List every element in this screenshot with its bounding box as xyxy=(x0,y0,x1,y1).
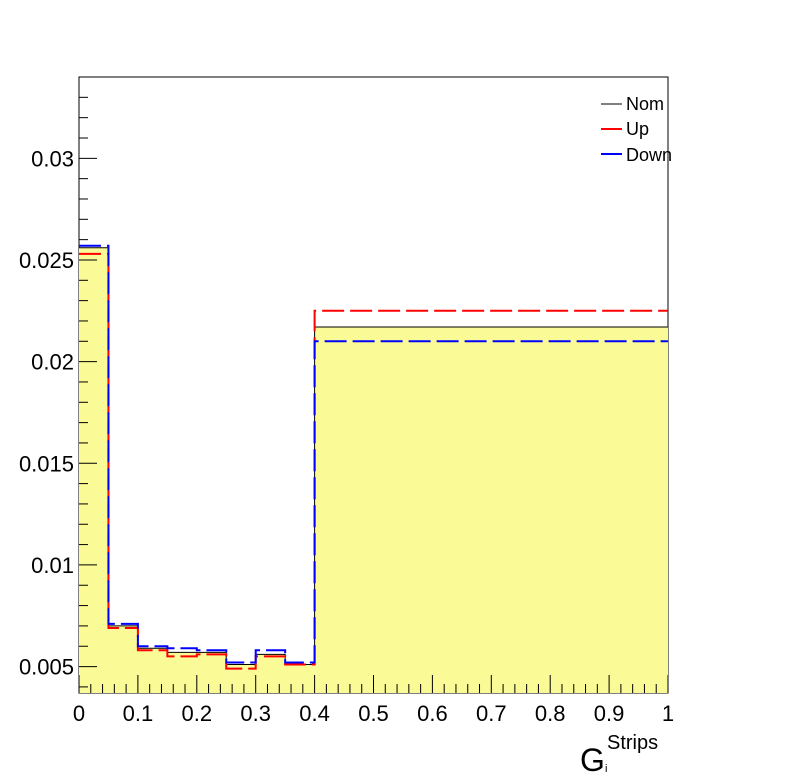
y-tick-label: 0.015 xyxy=(19,451,74,476)
x-tick-label: 0.8 xyxy=(535,701,566,726)
y-tick-label: 0.03 xyxy=(31,146,74,171)
x-tick-label: 0.7 xyxy=(476,701,507,726)
x-tick-label: 0.5 xyxy=(358,701,389,726)
x-axis-title-subscript: i xyxy=(605,763,607,772)
legend: Nom Up Down xyxy=(601,94,672,165)
nom-fill-bin xyxy=(255,654,286,693)
nom-fill-bin xyxy=(314,327,668,693)
legend-label-down: Down xyxy=(626,145,672,165)
nom-fill-bin xyxy=(137,648,168,693)
nom-fill-bin xyxy=(167,652,197,693)
legend-label-nom: Nom xyxy=(626,94,664,114)
x-axis-title-superscript: Strips xyxy=(607,732,658,754)
x-tick-label: 1 xyxy=(662,701,674,726)
x-tick-label: 0.6 xyxy=(417,701,448,726)
series-line-down xyxy=(79,244,668,664)
x-tick-label: 0.1 xyxy=(123,701,154,726)
x-tick-label: 0.3 xyxy=(240,701,271,726)
legend-label-up: Up xyxy=(626,119,649,139)
y-tick-label: 0.005 xyxy=(19,655,74,680)
x-axis-title-main: G xyxy=(580,742,605,772)
nom-fill-bin xyxy=(108,625,138,693)
x-axis: 0 0.1 0.2 0.3 0.4 0.5 0.6 0.7 0.8 0.9 1 xyxy=(73,675,674,726)
x-tick-label: 0 xyxy=(73,701,85,726)
y-tick-label: 0.02 xyxy=(31,350,74,375)
y-tick-label: 0.025 xyxy=(19,248,74,273)
x-tick-label: 0.9 xyxy=(594,701,625,726)
x-tick-label: 0.4 xyxy=(299,701,330,726)
y-axis: 0.005 0.01 0.015 0.02 0.025 0.03 xyxy=(19,76,97,688)
series-line-up xyxy=(79,252,668,670)
nom-fill-area xyxy=(79,247,668,693)
nom-fill-bin xyxy=(285,664,315,693)
nom-fill-bin xyxy=(79,247,109,693)
nom-fill-bin xyxy=(196,652,227,693)
x-tick-label: 0.2 xyxy=(182,701,213,726)
y-tick-label: 0.01 xyxy=(31,553,74,578)
x-axis-title: G Strips i xyxy=(580,732,658,777)
series-lines xyxy=(79,244,668,670)
